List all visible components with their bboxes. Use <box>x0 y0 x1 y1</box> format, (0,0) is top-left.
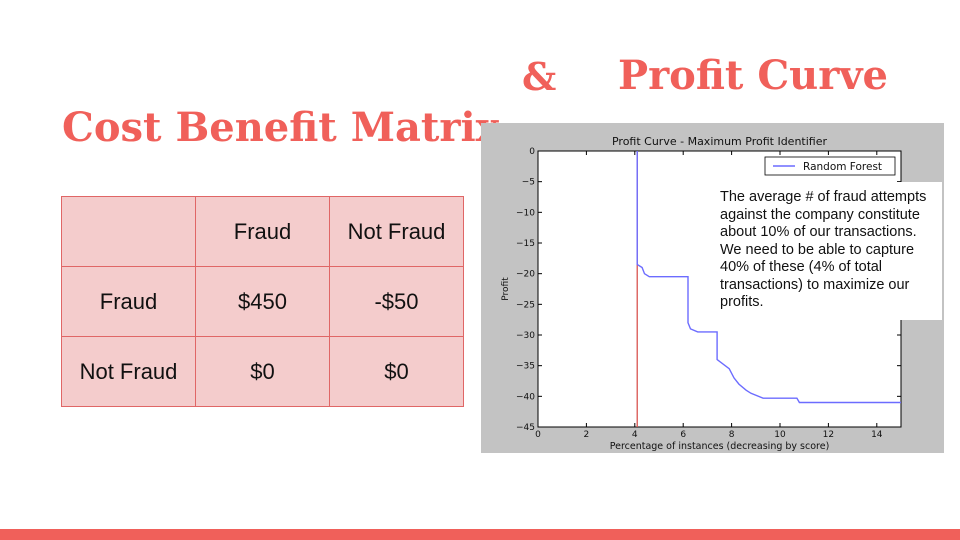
x-tick-label: 12 <box>823 430 834 440</box>
x-tick-label: 10 <box>774 430 786 440</box>
matrix-row-label: Fraud <box>61 266 196 337</box>
x-tick-label: 8 <box>729 430 735 440</box>
ampersand: & <box>522 54 557 99</box>
y-tick-label: −25 <box>516 300 535 310</box>
chart-legend: Random Forest <box>764 156 896 176</box>
y-tick-label: −15 <box>516 239 535 249</box>
matrix-corner-cell <box>61 196 196 267</box>
matrix-cell: $0 <box>195 336 330 407</box>
y-tick-label: −10 <box>516 208 535 218</box>
x-tick-label: 4 <box>632 430 638 440</box>
profit-curve-title: Profit Curve <box>618 52 888 99</box>
y-tick-label: 0 <box>529 147 535 157</box>
matrix-cell: $450 <box>195 266 330 337</box>
chart-annotation: The average # of fraud attempts against … <box>714 182 942 320</box>
matrix-row-label: Not Fraud <box>61 336 196 407</box>
x-tick-label: 2 <box>584 430 590 440</box>
y-tick-label: −35 <box>516 362 535 372</box>
matrix-row: Not Fraud $0 $0 <box>61 336 464 407</box>
chart-title: Profit Curve - Maximum Profit Identifier <box>612 135 828 148</box>
cost-benefit-matrix: Fraud Not Fraud Fraud $450 -$50 Not Frau… <box>61 196 464 407</box>
matrix-header-fraud: Fraud <box>195 196 330 267</box>
y-tick-label: −30 <box>516 331 535 341</box>
x-tick-label: 14 <box>871 430 883 440</box>
matrix-cell: -$50 <box>329 266 464 337</box>
matrix-cell: $0 <box>329 336 464 407</box>
matrix-header-not-fraud: Not Fraud <box>329 196 464 267</box>
series-line-random-forest <box>636 151 901 404</box>
matrix-header-row: Fraud Not Fraud <box>61 196 464 267</box>
y-axis-label: Profit <box>501 277 511 301</box>
x-tick-label: 0 <box>535 430 541 440</box>
y-tick-label: −45 <box>516 423 535 433</box>
x-axis-label: Percentage of instances (decreasing by s… <box>610 441 830 452</box>
y-tick-label: −40 <box>516 392 535 402</box>
y-tick-label: −20 <box>516 270 535 280</box>
cost-benefit-title: Cost Benefit Matrix <box>62 104 500 151</box>
matrix-row: Fraud $450 -$50 <box>61 266 464 337</box>
bottom-accent-bar <box>0 529 960 540</box>
legend-label: Random Forest <box>803 161 882 173</box>
y-tick-label: −5 <box>522 178 535 188</box>
legend-box <box>764 156 896 176</box>
x-tick-label: 6 <box>680 430 686 440</box>
